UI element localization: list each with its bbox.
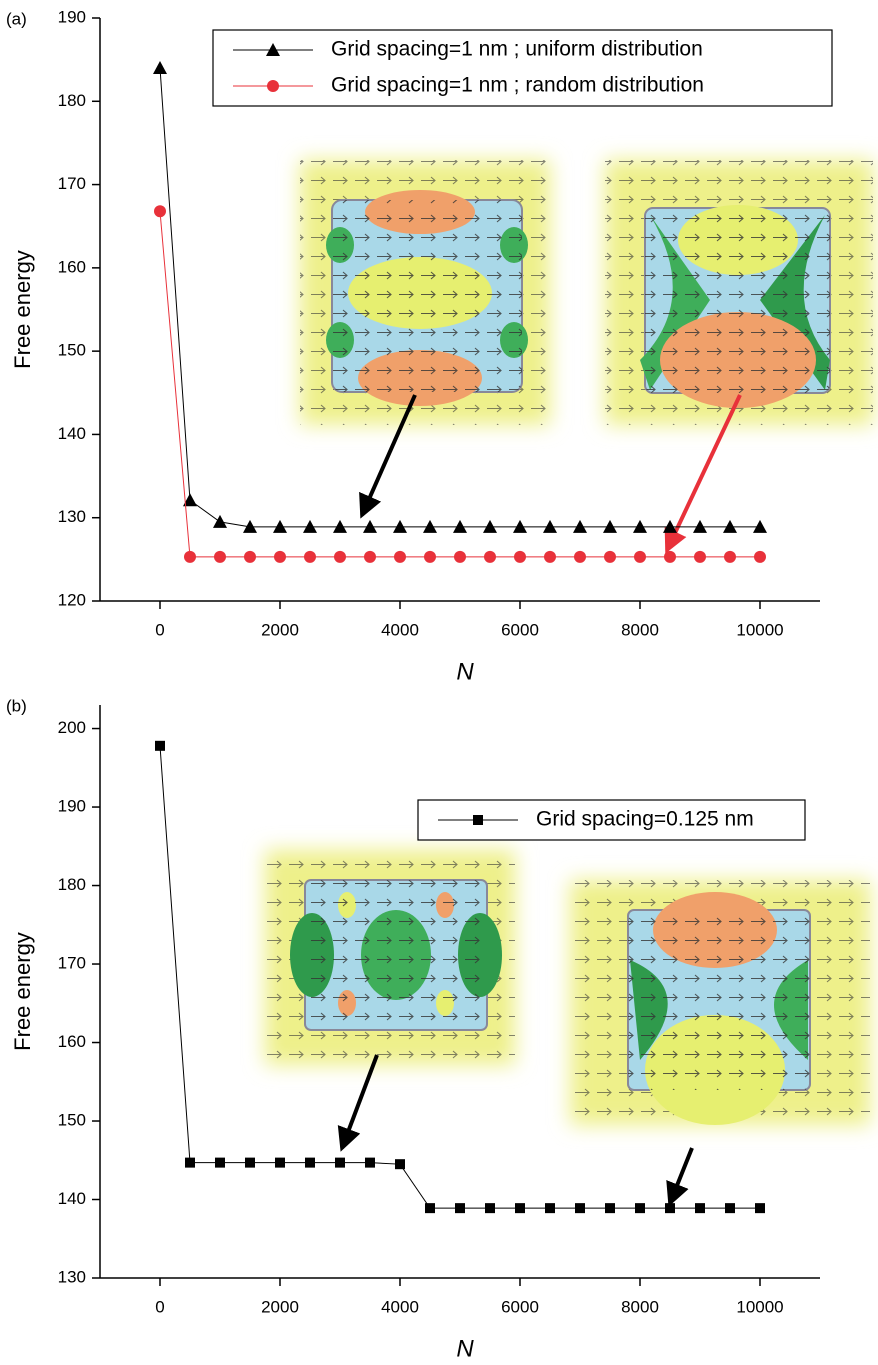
marker <box>425 1203 435 1213</box>
y-tick-label: 180 <box>58 875 86 894</box>
x-axis-label: N <box>456 658 474 685</box>
y-tick-label: 160 <box>58 1032 86 1051</box>
marker <box>755 1203 765 1213</box>
marker <box>544 551 556 563</box>
y-tick-label: 150 <box>58 341 86 360</box>
marker <box>274 551 286 563</box>
marker <box>574 551 586 563</box>
x-tick-label: 0 <box>155 1297 164 1316</box>
marker <box>155 741 165 751</box>
inset-uniform <box>300 160 550 425</box>
x-tick-label: 6000 <box>501 1297 539 1316</box>
marker <box>694 551 706 563</box>
marker <box>454 551 466 563</box>
marker <box>604 551 616 563</box>
inset-b <box>570 880 870 1125</box>
inset-a <box>265 850 515 1065</box>
marker <box>635 1203 645 1213</box>
marker <box>335 1158 345 1168</box>
x-tick-label: 2000 <box>261 1297 299 1316</box>
y-tick-label: 140 <box>58 1189 86 1208</box>
marker <box>184 551 196 563</box>
legend-label: Grid spacing=1 nm ; random distribution <box>331 74 704 97</box>
y-tick-label: 170 <box>58 174 86 193</box>
y-tick-label: 130 <box>58 1267 86 1286</box>
y-tick-label: 140 <box>58 424 86 443</box>
x-tick-label: 4000 <box>381 1297 419 1316</box>
marker <box>305 1158 315 1168</box>
panel-label: (b) <box>6 696 27 715</box>
y-tick-label: 150 <box>58 1110 86 1129</box>
marker <box>725 1203 735 1213</box>
y-axis-label: Free energy <box>10 932 35 1051</box>
marker <box>245 1158 255 1168</box>
marker <box>364 551 376 563</box>
figure: 1201301401501601701801900200040006000800… <box>0 0 878 1365</box>
marker <box>185 1158 195 1168</box>
legend-marker <box>267 80 279 92</box>
marker <box>485 1203 495 1213</box>
marker <box>395 1159 405 1169</box>
marker <box>724 551 736 563</box>
marker <box>455 1203 465 1213</box>
marker <box>424 551 436 563</box>
legend-marker <box>473 815 483 825</box>
marker <box>365 1158 375 1168</box>
marker <box>664 551 676 563</box>
x-tick-label: 6000 <box>501 620 539 639</box>
panel-label: (a) <box>6 9 27 28</box>
marker <box>515 1203 525 1213</box>
marker <box>484 551 496 563</box>
x-tick-label: 8000 <box>621 620 659 639</box>
legend-label: Grid spacing=0.125 nm <box>536 808 754 831</box>
marker <box>634 551 646 563</box>
marker <box>754 551 766 563</box>
x-tick-label: 2000 <box>261 620 299 639</box>
marker <box>334 551 346 563</box>
marker <box>213 515 227 528</box>
marker <box>153 61 167 74</box>
y-tick-label: 200 <box>58 718 86 737</box>
y-tick-label: 120 <box>58 590 86 609</box>
y-tick-label: 130 <box>58 507 86 526</box>
marker <box>304 551 316 563</box>
marker <box>665 1203 675 1213</box>
marker <box>605 1203 615 1213</box>
marker <box>545 1203 555 1213</box>
arrow <box>342 1055 377 1148</box>
y-tick-label: 190 <box>58 7 86 26</box>
marker <box>275 1158 285 1168</box>
x-axis-label: N <box>456 1335 474 1362</box>
marker <box>214 551 226 563</box>
x-tick-label: 10000 <box>736 1297 783 1316</box>
legend-label: Grid spacing=1 nm ; uniform distribution <box>331 38 703 61</box>
x-tick-label: 0 <box>155 620 164 639</box>
arrow <box>670 1148 692 1203</box>
x-tick-label: 8000 <box>621 1297 659 1316</box>
x-tick-label: 10000 <box>736 620 783 639</box>
y-tick-label: 190 <box>58 797 86 816</box>
marker <box>575 1203 585 1213</box>
x-tick-label: 4000 <box>381 620 419 639</box>
inset-random <box>605 160 873 425</box>
y-tick-label: 160 <box>58 257 86 276</box>
marker <box>154 205 166 217</box>
marker <box>244 551 256 563</box>
marker <box>394 551 406 563</box>
y-tick-label: 170 <box>58 954 86 973</box>
marker <box>514 551 526 563</box>
y-axis-label: Free energy <box>10 250 35 369</box>
y-tick-label: 180 <box>58 91 86 110</box>
marker <box>695 1203 705 1213</box>
marker <box>215 1158 225 1168</box>
